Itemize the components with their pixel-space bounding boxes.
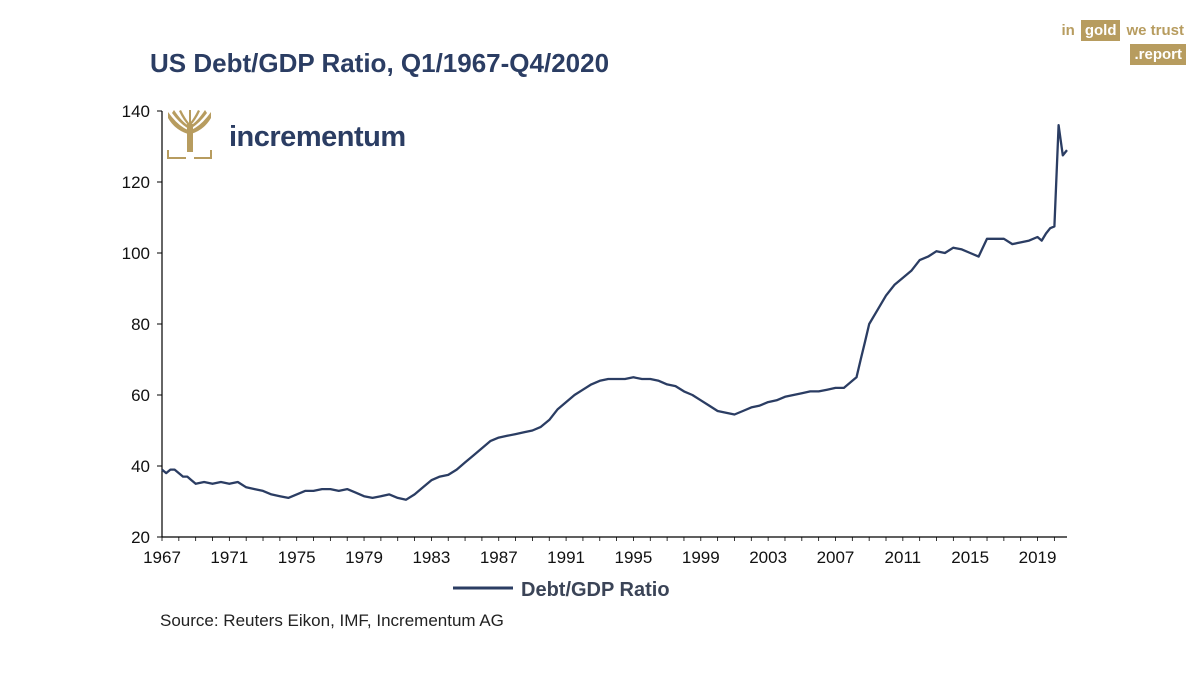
x-tick-label: 2007 — [817, 548, 855, 567]
tree-icon — [167, 108, 212, 159]
tick-labels: 20 40 60 80 100 120 140 1967 1971 1975 1979 1983 198… — [122, 102, 1057, 567]
y-tick-label: 60 — [131, 386, 150, 405]
x-tick-label: 1979 — [345, 548, 383, 567]
brand-row-bottom: .report — [1130, 44, 1186, 65]
x-tick-label: 1967 — [143, 548, 181, 567]
x-tick-label: 2015 — [951, 548, 989, 567]
brand-row-top: in gold we trust — [1059, 20, 1186, 41]
chart-title: US Debt/GDP Ratio, Q1/1967-Q4/2020 — [150, 48, 610, 78]
series-line-debt-gdp — [161, 124, 1068, 501]
y-tick-label: 100 — [122, 244, 150, 263]
x-tick-label: 2003 — [749, 548, 787, 567]
source-note: Source: Reuters Eikon, IMF, Incrementum … — [160, 611, 504, 630]
axes — [157, 110, 1067, 541]
brand-word-gold: gold — [1080, 20, 1121, 41]
x-tick-label: 2019 — [1019, 548, 1057, 567]
y-tick-label: 20 — [131, 528, 150, 547]
y-tick-label: 40 — [131, 457, 150, 476]
x-tick-label: 1995 — [615, 548, 653, 567]
legend-label-debt-gdp: Debt/GDP Ratio — [521, 579, 670, 601]
legend: Debt/GDP Ratio — [453, 579, 670, 601]
x-tick-label: 1999 — [682, 548, 720, 567]
brand-word-in: in — [1061, 22, 1075, 39]
brand-word-report: .report — [1130, 44, 1186, 65]
in-gold-we-trust-logo: in gold we trust .report — [1059, 20, 1186, 65]
brand-word-we-trust: we trust — [1126, 22, 1184, 39]
y-tick-label: 120 — [122, 173, 150, 192]
y-tick-label: 140 — [122, 102, 150, 121]
x-tick-label: 1991 — [547, 548, 585, 567]
x-tick-label: 1987 — [480, 548, 518, 567]
x-tick-label: 1983 — [412, 548, 450, 567]
x-tick-label: 1975 — [278, 548, 316, 567]
y-tick-label: 80 — [131, 315, 150, 334]
logo-wordmark: incrementum — [229, 121, 406, 153]
x-tick-label: 2011 — [885, 548, 922, 567]
x-tick-label: 1971 — [210, 548, 248, 567]
